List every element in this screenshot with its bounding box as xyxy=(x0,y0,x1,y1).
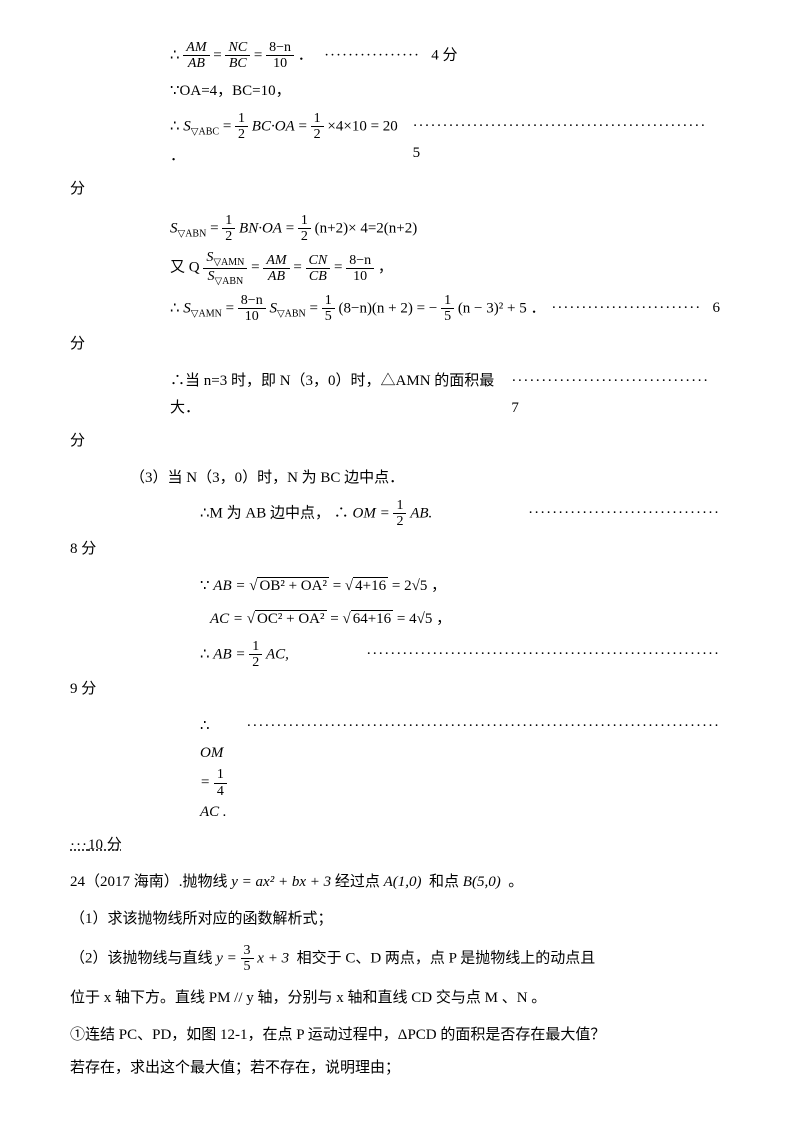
conclusion-max: ∴当 n=3 时，即 N（3，0）时，△AMN 的面积最大． ·········… xyxy=(70,368,720,422)
part3: （3）当 N（3，0）时，N 为 BC 边中点． xyxy=(130,465,720,492)
problem-24: 24（2017 海南）.抛物线 y = ax² + bx + 3 经过点 A(1… xyxy=(70,869,720,896)
given: ∵OA=4，BC=10， xyxy=(170,78,720,105)
part-2-cont: 位于 x 轴下方。直线 PM // y 轴，分别与 x 轴和直线 CD 交与点 … xyxy=(70,985,720,1012)
score-8: 8 分 xyxy=(70,536,720,563)
ac-calc: AC = OC² + OA² = 64+16 = 4√5 ， xyxy=(210,606,720,633)
sub-1-cont: 若存在，求出这个最大值；若不存在，说明理由； xyxy=(70,1055,720,1082)
period: ． xyxy=(298,47,313,63)
area-abc: ∴ S▽ABC = 12 BC·OA = 12 ×4×10 = 20 ． ···… xyxy=(70,111,720,170)
sub-1: ①连结 PC、PD，如图 12-1，在点 P 运动过程中，ΔPCD 的面积是否存… xyxy=(70,1022,720,1049)
score-9: 9 分 xyxy=(70,676,720,703)
ratio-q: 又 Q S▽AMN S▽ABN = AMAB = CNCB = 8−n10 ， xyxy=(170,250,720,287)
part-2: （2）该抛物线与直线 y = 35 x + 3 相交于 C、D 两点，点 P 是… xyxy=(70,943,720,975)
text: ∴ xyxy=(170,47,183,63)
score-6: 分 xyxy=(70,331,720,358)
area-abn: S▽ABN = 12 BN·OA = 12 (n+2)× 4=2(n+2) xyxy=(170,213,720,245)
dots: ················ xyxy=(324,47,420,63)
score-10: ···10 分 xyxy=(70,832,720,859)
midpoint: ∴M 为 AB 边中点， ∴ OM = 12 AB. ·············… xyxy=(70,498,720,530)
score: 4 分 xyxy=(431,47,457,63)
area-amn: ∴ S▽AMN = 8−n10 S▽ABN = 15 (8−n)(n + 2) … xyxy=(70,293,720,325)
ab-half-ac: ∴ AB = 12 AC, ··························… xyxy=(70,639,720,671)
eq-ratio: ∴ AMAB = NCBC = 8−n10 ． ················… xyxy=(170,40,720,72)
score-5: 分 xyxy=(70,176,720,203)
part-1: （1）求该抛物线所对应的函数解析式； xyxy=(70,906,720,933)
om-quarter-ac: ∴ OM = 14 AC . ·························… xyxy=(70,713,720,826)
score-7: 分 xyxy=(70,428,720,455)
ab-calc: ∵ AB = OB² + OA² = 4+16 = 2√5 ， xyxy=(200,573,720,600)
